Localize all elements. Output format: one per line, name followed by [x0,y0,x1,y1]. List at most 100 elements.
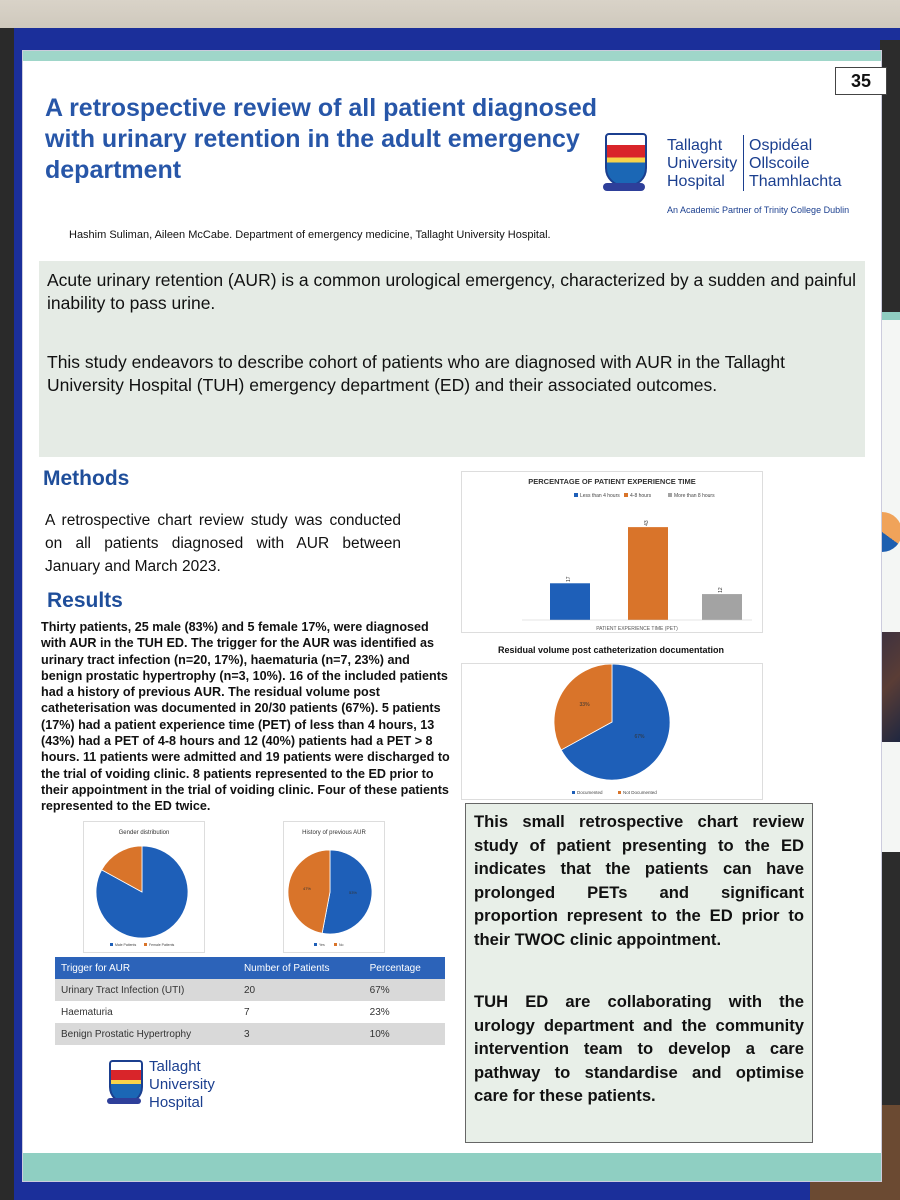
pet-bar-chart-svg: PERCENTAGE OF PATIENT EXPERIENCE TIME Le… [522,477,752,632]
bar [550,583,590,620]
methods-text: A retrospective chart review study was c… [45,512,401,575]
legend-label: Not Documented [623,790,657,795]
pie-title: Gender distribution [119,830,170,836]
legend-swatch [668,493,672,497]
bar-chart-xlabel: PATIENT EXPERIENCE TIME (PET) [596,626,678,632]
residual-pie-chart: 67% 33% Documented Not Documented [461,663,763,800]
poster-bottom-band [23,1153,881,1181]
legend-swatch [618,791,621,794]
legend-label: Less than 4 hours [580,493,620,499]
hospital-logo: Tallaght University Hospital Ospidéal Ol… [603,133,853,223]
legend-label: No [339,943,344,947]
table-header: Number of Patients [237,957,364,979]
table-cell: 10% [363,1023,445,1045]
previous-aur-pie-chart: 53% 47% History of previous AUR Yes No [283,821,385,953]
table-header-row: Trigger for AUR Number of Patients Perce… [55,957,445,979]
logo-partner: An Academic Partner of Trinity College D… [667,205,850,215]
bar-data-label: 17 [566,576,572,582]
logo-line: University [149,1076,215,1093]
poster-title: A retrospective review of all patient di… [45,94,598,184]
legend-label: 4-8 hours [630,493,652,499]
table-header: Trigger for AUR [55,957,238,979]
pie-slice [287,849,331,934]
legend-swatch [314,943,317,946]
table-cell: 67% [363,979,445,1001]
logo-line: Hospital [149,1094,204,1111]
legend-swatch [572,791,575,794]
methods-heading: Methods [43,467,130,490]
table-header: Percentage [363,957,445,979]
table-row: Haematuria 7 23% [55,1001,445,1023]
table-row: Benign Prostatic Hypertrophy 3 10% [55,1023,445,1045]
table-cell: 7 [237,1001,364,1023]
intro-paragraph-1: Acute urinary retention (AUR) is a commo… [47,270,856,313]
legend-label: Documented [577,790,603,795]
bar-data-label: 12 [718,587,724,593]
legend-swatch [574,493,578,497]
legend-label: More than 8 hours [674,493,715,499]
table-cell: 20 [237,979,364,1001]
pie-slice [553,663,613,751]
table-cell: 3 [237,1023,364,1045]
logo-line: Thamhlachta [749,173,842,190]
poster: 35 A retrospective review of all patient… [22,50,887,1182]
logo-name-en: Tallaght University Hospital [667,137,737,191]
results-text: Thirty patients, 25 male (83%) and 5 fem… [41,620,450,814]
bar-chart-marks: 17 43 12 [550,520,742,620]
legend-label: Female Patients [149,943,175,947]
results-heading: Results [47,589,123,612]
residual-chart-title: Residual volume post catheterization doc… [497,645,725,655]
legend-swatch [144,943,147,946]
introduction-box: Acute urinary retention (AUR) is a commo… [39,261,865,457]
legend-label: Male Patients [115,943,136,947]
pie-data-label: 47% [303,886,311,891]
crest-ribbon-icon [107,1098,141,1104]
poster-number: 35 [835,67,887,95]
logo-name-ga: Ospidéal Ollscoile Thamhlachta [749,137,842,191]
hospital-logo-bottom: Tallaght University Hospital [107,1056,279,1116]
pie-title: History of previous AUR [302,830,366,836]
logo-line: Tallaght [667,137,723,154]
previous-aur-pie-svg: 53% 47% History of previous AUR Yes No [287,830,373,947]
legend-label: Yes [319,943,325,947]
logo-line: Tallaght [149,1058,201,1075]
pie-data-label: 67% [634,734,645,740]
intro-paragraph-2: This study endeavors to describe cohort … [47,352,786,395]
trigger-table: Trigger for AUR Number of Patients Perce… [55,957,445,1045]
logo-name-bottom: Tallaght University Hospital [149,1058,215,1112]
legend-swatch [334,943,337,946]
pie-slice [560,663,671,781]
legend-swatch [110,943,113,946]
board-frame [0,28,14,1200]
pie-data-label: 33% [580,702,591,708]
residual-pie-svg: 67% 33% Documented Not Documented [553,663,671,795]
pie-slice [321,849,373,935]
bar-data-label: 43 [644,520,650,526]
pet-bar-chart: PERCENTAGE OF PATIENT EXPERIENCE TIME Le… [461,471,763,633]
pie-data-label: 53% [349,890,357,895]
bar-chart-title: PERCENTAGE OF PATIENT EXPERIENCE TIME [528,477,696,486]
crest-icon [605,133,647,187]
table-cell: Urinary Tract Infection (UTI) [55,979,238,1001]
logo-line: Ospidéal [749,137,813,154]
gender-pie-svg: Gender distribution Male Patients Female P… [95,830,189,947]
legend-swatch [624,493,628,497]
conclusion-paragraph-2: TUH ED are collaborating with the urolog… [474,992,804,1105]
authors: Hashim Suliman, Aileen McCabe. Departmen… [69,229,551,241]
conclusion-box: This small retrospective chart review st… [465,803,813,1143]
table-cell: 23% [363,1001,445,1023]
logo-line: University [667,155,738,172]
conclusion-paragraph-1: This small retrospective chart review st… [474,812,804,949]
gender-pie-chart: Gender distribution Male Patients Female P… [83,821,205,953]
logo-line: Ollscoile [749,155,810,172]
bar [702,594,742,620]
logo-line: Hospital [667,173,725,190]
logo-divider [743,135,744,191]
table-cell: Benign Prostatic Hypertrophy [55,1023,238,1045]
bar [628,527,668,620]
bar-chart-legend: Less than 4 hours 4-8 hours More than 8 ho… [574,493,715,499]
table-cell: Haematuria [55,1001,238,1023]
crest-ribbon-icon [603,183,645,191]
table-row: Urinary Tract Infection (UTI) 20 67% [55,979,445,1001]
pie-slice [101,845,143,893]
